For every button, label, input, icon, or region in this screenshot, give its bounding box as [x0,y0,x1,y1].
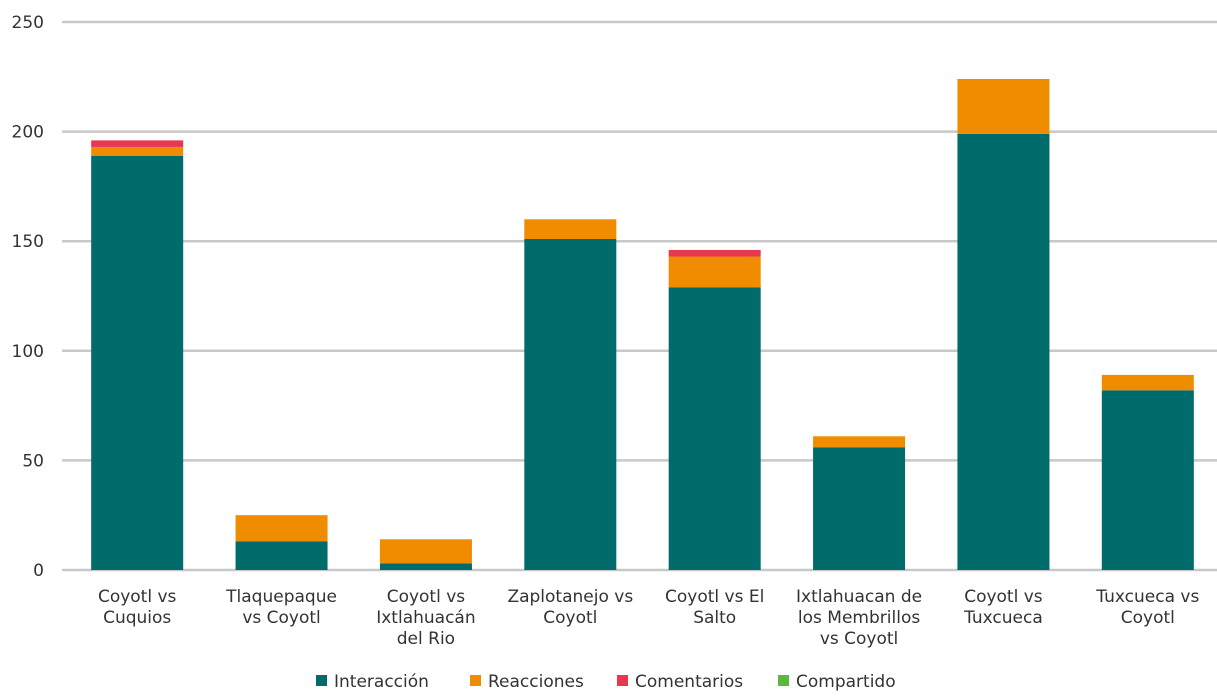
legend-label: Comentarios [635,672,743,692]
y-tick-label: 150 [12,232,44,252]
bar-segment [957,133,1050,571]
x-tick-label: Zaplotanejo vs Coyotl [507,587,633,628]
legend-item: Comentarios [617,672,743,692]
bar-segment [957,78,1050,134]
bar-stack [1101,374,1194,570]
legend-swatch [316,675,327,686]
legend-label: Interacción [334,672,429,692]
x-tick-label: Coyotl vs Cuquios [98,587,177,628]
bar-segment [235,541,328,570]
bar-segment [91,140,184,147]
bar-segment [668,287,761,570]
y-axis-ticks: 0 50 100 150 200 250 [12,13,44,581]
bar-stack [524,219,617,570]
legend-label: Reacciones [488,672,584,692]
bar-segment [1101,374,1194,391]
y-tick-label: 250 [12,13,44,33]
bar-segment [235,515,328,542]
bar-segment [524,219,617,240]
bar-stack [379,539,472,570]
legend-swatch [778,675,789,686]
legend-item: Reacciones [470,672,584,692]
bar-stack [91,140,184,570]
x-tick-label: Tuxcueca vs Coyotl [1095,587,1199,628]
bar-segment [1101,390,1194,570]
x-tick-label: Tlaquepaque vs Coyotl [225,587,337,628]
bar-stack [957,78,1050,571]
bars [91,78,1194,571]
bar-segment [524,239,617,570]
legend-swatch [617,675,628,686]
bar-segment [813,447,906,570]
x-tick-label: Coyotl vs El Salto [665,587,764,628]
bar-segment [379,539,472,564]
bar-segment [91,146,184,156]
legend: Interacción Reacciones Comentarios Comparti… [316,672,896,692]
legend-label: Compartido [796,672,896,692]
x-tick-label: Ixtlahuacan de los Membrillos vs Coyotl [796,587,922,649]
y-tick-label: 100 [12,342,44,362]
bar-segment [813,436,906,448]
x-tick-label: Coyotl vs Tuxcueca [963,587,1043,628]
bar-segment [379,563,472,570]
bar-segment [91,155,184,570]
legend-item: Interacción [316,672,429,692]
x-axis-labels: Coyotl vs Cuquios Tlaquepaque vs Coyotl Coyo… [98,587,1199,649]
x-tick-label: Coyotl vs Ixtlahuacán del Rio [376,587,475,649]
bar-segment [668,256,761,288]
y-tick-label: 50 [22,451,44,471]
legend-item: Compartido [778,672,896,692]
bar-segment [668,249,761,257]
y-tick-label: 200 [12,123,44,143]
legend-swatch [470,675,481,686]
bar-stack [813,436,906,570]
y-tick-label: 0 [33,561,44,581]
bar-stack [668,249,761,570]
bar-stack [235,515,328,570]
